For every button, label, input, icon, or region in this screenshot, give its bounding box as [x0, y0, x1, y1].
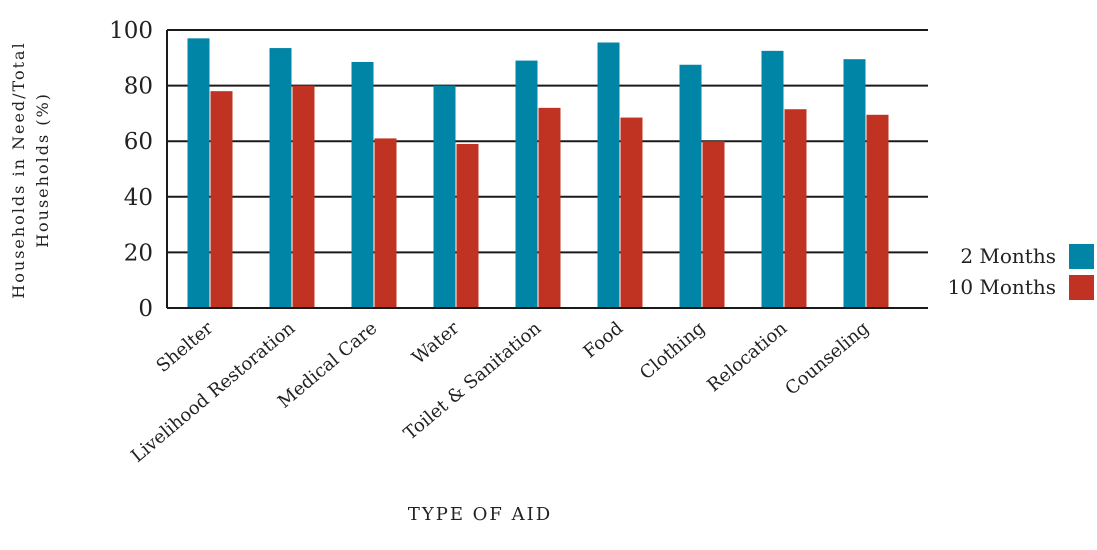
y-tick-label: 40	[124, 185, 153, 211]
bar-10-months-2	[374, 138, 397, 308]
y-tick-label: 80	[124, 74, 153, 100]
y-tick-label: 60	[124, 129, 153, 155]
bar-10-months-6	[702, 141, 725, 308]
y-axis-title-line2: Households (%)	[33, 92, 52, 248]
legend-swatch	[1069, 244, 1094, 269]
y-tick-label: 0	[138, 296, 153, 322]
bar-2-months-2	[351, 61, 374, 308]
x-tick-label: Food	[579, 318, 627, 363]
y-tick-labels: 0 20 40 60 80 100	[109, 18, 153, 322]
bars	[187, 38, 889, 309]
legend-label: 10 Months	[948, 275, 1056, 299]
legend: 2 Months 10 Months	[948, 244, 1094, 300]
bar-10-months-7	[784, 109, 807, 308]
y-tick-label: 20	[124, 240, 153, 266]
bar-2-months-6	[679, 64, 702, 308]
x-tick-label: Water	[408, 317, 463, 368]
x-tick-label: Toilet & Sanitation	[400, 317, 546, 444]
x-tick-label: Livelihood Restoration	[127, 317, 299, 466]
bar-2-months-3	[433, 85, 456, 308]
x-axis-title: TYPE OF AID	[408, 504, 552, 525]
bar-10-months-1	[292, 85, 315, 308]
x-tick-label: Clothing	[636, 318, 709, 384]
y-axis-title: Households in Need/Total Households (%)	[9, 41, 52, 298]
bar-2-months-0	[187, 38, 210, 309]
bar-2-months-1	[269, 48, 292, 308]
legend-label: 2 Months	[960, 244, 1056, 268]
bar-2-months-5	[597, 42, 620, 308]
bar-10-months-3	[456, 143, 479, 308]
bar-10-months-5	[620, 117, 643, 308]
bar-10-months-8	[866, 114, 889, 308]
bar-10-months-0	[210, 91, 233, 308]
bar-2-months-4	[515, 60, 538, 308]
axes	[166, 30, 928, 309]
y-axis-title-line1: Households in Need/Total	[9, 41, 28, 298]
bar-2-months-8	[843, 59, 866, 308]
x-tick-label: Counseling	[781, 318, 873, 400]
bar-10-months-4	[538, 107, 561, 308]
x-tick-label: Shelter	[153, 317, 218, 376]
y-tick-label: 100	[109, 18, 153, 44]
bar-2-months-7	[761, 50, 784, 308]
legend-swatch	[1069, 275, 1094, 300]
x-tick-label: Relocation	[703, 317, 791, 396]
